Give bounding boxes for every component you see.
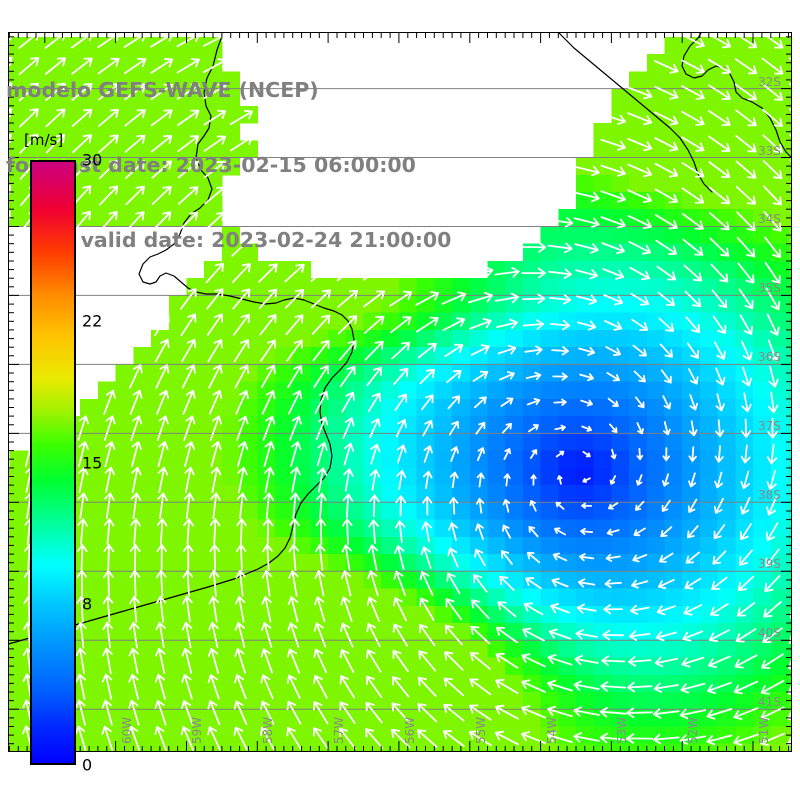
title-forecast-date: forecast date: 2023-02-15 06:00:00 xyxy=(6,153,416,177)
lon-label-58W: 58W xyxy=(261,716,276,744)
colorbar-tick-30: 30 xyxy=(82,150,103,170)
lon-label-54W: 54W xyxy=(544,716,559,744)
lat-label-41S: 41S xyxy=(758,695,781,710)
windspeed-raster xyxy=(8,36,792,752)
lon-label-52W: 52W xyxy=(686,716,701,744)
lat-label-33S: 33S xyxy=(758,143,781,158)
lon-label-56W: 56W xyxy=(402,716,417,744)
lat-label-34S: 34S xyxy=(758,212,781,227)
lon-label-59W: 59W xyxy=(190,716,205,744)
lon-label-60W: 60W xyxy=(119,716,134,744)
lat-label-35S: 35S xyxy=(758,281,781,296)
lat-label-32S: 32S xyxy=(758,74,781,89)
colorbar-tick-0: 0 xyxy=(82,755,93,775)
map-title-block: modelo GEFS-WAVE (NCEP) forecast date: 2… xyxy=(6,28,526,303)
colorbar xyxy=(30,160,76,765)
lat-label-39S: 39S xyxy=(758,557,781,572)
lat-label-37S: 37S xyxy=(758,419,781,434)
colorbar-gradient xyxy=(30,160,76,765)
colorbar-tick-8: 8 xyxy=(82,594,93,614)
lon-label-57W: 57W xyxy=(332,716,347,744)
lon-label-51W: 51W xyxy=(757,716,772,744)
title-model-line: modelo GEFS-WAVE (NCEP) xyxy=(6,78,319,102)
lon-label-55W: 55W xyxy=(473,716,488,744)
colorbar-unit-label: [m/s] xyxy=(24,131,64,149)
colorbar-tick-22: 22 xyxy=(82,311,103,331)
colorbar-tick-15: 15 xyxy=(82,453,103,472)
lat-label-40S: 40S xyxy=(758,626,781,641)
title-valid-date: valid date: 2023-02-24 21:00:00 xyxy=(80,228,452,252)
lat-label-36S: 36S xyxy=(758,350,781,365)
map-plot-area: 61W60W59W58W57W56W55W54W53W52W51W 32S33S… xyxy=(8,32,792,752)
lon-label-53W: 53W xyxy=(615,716,630,744)
lat-label-38S: 38S xyxy=(758,488,781,503)
